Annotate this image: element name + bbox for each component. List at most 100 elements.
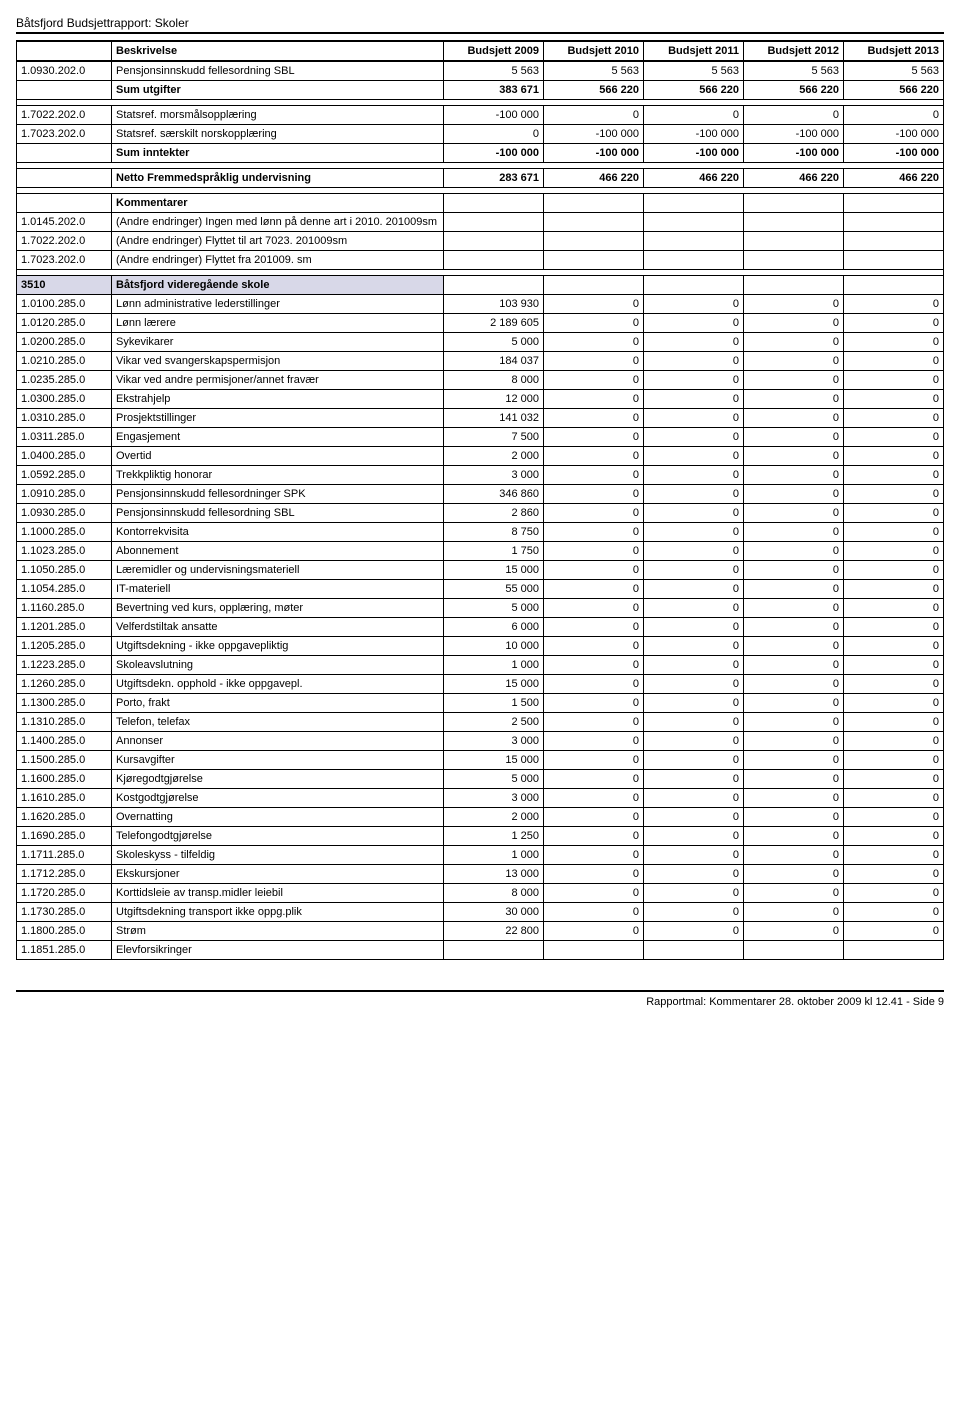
cell-code: 1.1711.285.0: [17, 846, 112, 865]
cell-value: 0: [844, 770, 944, 789]
cell-value: 5 000: [444, 333, 544, 352]
cell-value: 566 220: [544, 81, 644, 100]
cell-value: 0: [744, 846, 844, 865]
cell-value: 0: [644, 618, 744, 637]
cell-code: 1.1730.285.0: [17, 903, 112, 922]
table-row: 1.0300.285.0Ekstrahjelp12 0000000: [17, 390, 944, 409]
cell-value: 0: [844, 409, 944, 428]
cell-value: 0: [844, 618, 944, 637]
table-row: 1.0910.285.0Pensjonsinnskudd fellesordni…: [17, 485, 944, 504]
cell-desc: Telefongodtgjørelse: [112, 827, 444, 846]
cell-value: -100 000: [544, 125, 644, 144]
cell-value: 5 000: [444, 770, 544, 789]
table-row: 1.7022.202.0(Andre endringer) Flyttet ti…: [17, 232, 944, 251]
table-row: 1.1050.285.0Læremidler og undervisningsm…: [17, 561, 944, 580]
cell-value: 0: [644, 428, 744, 447]
cell-value: [444, 941, 544, 960]
cell-value: 7 500: [444, 428, 544, 447]
cell-desc: Annonser: [112, 732, 444, 751]
cell-desc: Lønn lærere: [112, 314, 444, 333]
cell-code: [17, 144, 112, 163]
cell-value: [444, 251, 544, 270]
cell-value: 383 671: [444, 81, 544, 100]
table-row: 1.7022.202.0Statsref. morsmålsopplæring-…: [17, 106, 944, 125]
cell-value: [744, 251, 844, 270]
cell-value: 0: [544, 504, 644, 523]
cell-value: 0: [844, 447, 944, 466]
cell-value: 0: [544, 428, 644, 447]
cell-value: 0: [644, 523, 744, 542]
cell-value: 0: [644, 314, 744, 333]
table-row: 1.1711.285.0Skoleskyss - tilfeldig1 0000…: [17, 846, 944, 865]
cell-desc: Strøm: [112, 922, 444, 941]
cell-code: 1.1223.285.0: [17, 656, 112, 675]
cell-code: 1.0300.285.0: [17, 390, 112, 409]
table-row: 1.1201.285.0Velferdstiltak ansatte6 0000…: [17, 618, 944, 637]
cell-value: 0: [544, 789, 644, 808]
cell-code: 1.0120.285.0: [17, 314, 112, 333]
cell-value: 0: [544, 637, 644, 656]
cell-value: 5 563: [744, 61, 844, 81]
cell-value: 15 000: [444, 675, 544, 694]
cell-value: 0: [744, 580, 844, 599]
cell-value: 0: [844, 542, 944, 561]
cell-desc: Vikar ved andre permisjoner/annet fravær: [112, 371, 444, 390]
cell-code: 1.1000.285.0: [17, 523, 112, 542]
cell-value: [444, 276, 544, 295]
table-row: 1.1054.285.0IT-materiell55 0000000: [17, 580, 944, 599]
cell-value: 0: [844, 333, 944, 352]
cell-value: 466 220: [844, 169, 944, 188]
cell-code: 1.1620.285.0: [17, 808, 112, 827]
cell-value: 0: [844, 466, 944, 485]
cell-code: 1.1720.285.0: [17, 884, 112, 903]
cell-desc: Båtsfjord videregående skole: [112, 276, 444, 295]
cell-value: [544, 194, 644, 213]
cell-value: 0: [844, 106, 944, 125]
cell-code: 1.1500.285.0: [17, 751, 112, 770]
cell-value: 0: [744, 694, 844, 713]
cell-value: 0: [644, 106, 744, 125]
cell-value: 0: [744, 106, 844, 125]
cell-value: [744, 232, 844, 251]
cell-value: [844, 213, 944, 232]
table-row: 1.1023.285.0Abonnement1 7500000: [17, 542, 944, 561]
table-row: 1.1730.285.0Utgiftsdekning transport ikk…: [17, 903, 944, 922]
cell-value: 0: [544, 827, 644, 846]
cell-value: 0: [844, 390, 944, 409]
table-row: 1.1205.285.0Utgiftsdekning - ikke oppgav…: [17, 637, 944, 656]
cell-desc: Overtid: [112, 447, 444, 466]
cell-desc: Elevforsikringer: [112, 941, 444, 960]
cell-code: 1.0210.285.0: [17, 352, 112, 371]
table-row: 1.1300.285.0Porto, frakt1 5000000: [17, 694, 944, 713]
cell-value: 0: [844, 827, 944, 846]
cell-value: 0: [744, 637, 844, 656]
cell-desc: Abonnement: [112, 542, 444, 561]
cell-value: [644, 213, 744, 232]
cell-value: 8 000: [444, 884, 544, 903]
cell-value: 0: [644, 751, 744, 770]
cell-value: 0: [544, 903, 644, 922]
cell-value: 0: [444, 125, 544, 144]
cell-value: [844, 276, 944, 295]
cell-value: 0: [744, 770, 844, 789]
cell-value: 0: [844, 808, 944, 827]
cell-value: [444, 194, 544, 213]
table-row: 1.0311.285.0Engasjement7 5000000: [17, 428, 944, 447]
cell-value: 0: [644, 675, 744, 694]
table-row: Sum utgifter383 671566 220566 220566 220…: [17, 81, 944, 100]
table-row: 1.1400.285.0Annonser3 0000000: [17, 732, 944, 751]
cell-desc: Overnatting: [112, 808, 444, 827]
cell-code: 1.0145.202.0: [17, 213, 112, 232]
cell-value: 0: [544, 523, 644, 542]
cell-code: 1.1610.285.0: [17, 789, 112, 808]
table-row: 1.1720.285.0Korttidsleie av transp.midle…: [17, 884, 944, 903]
cell-code: 1.1800.285.0: [17, 922, 112, 941]
cell-value: 0: [844, 504, 944, 523]
cell-code: 1.0930.202.0: [17, 61, 112, 81]
cell-value: 0: [844, 599, 944, 618]
cell-desc: Vikar ved svangerskapspermisjon: [112, 352, 444, 371]
cell-value: 0: [544, 466, 644, 485]
cell-value: -100 000: [544, 144, 644, 163]
cell-value: 0: [644, 333, 744, 352]
cell-value: 55 000: [444, 580, 544, 599]
